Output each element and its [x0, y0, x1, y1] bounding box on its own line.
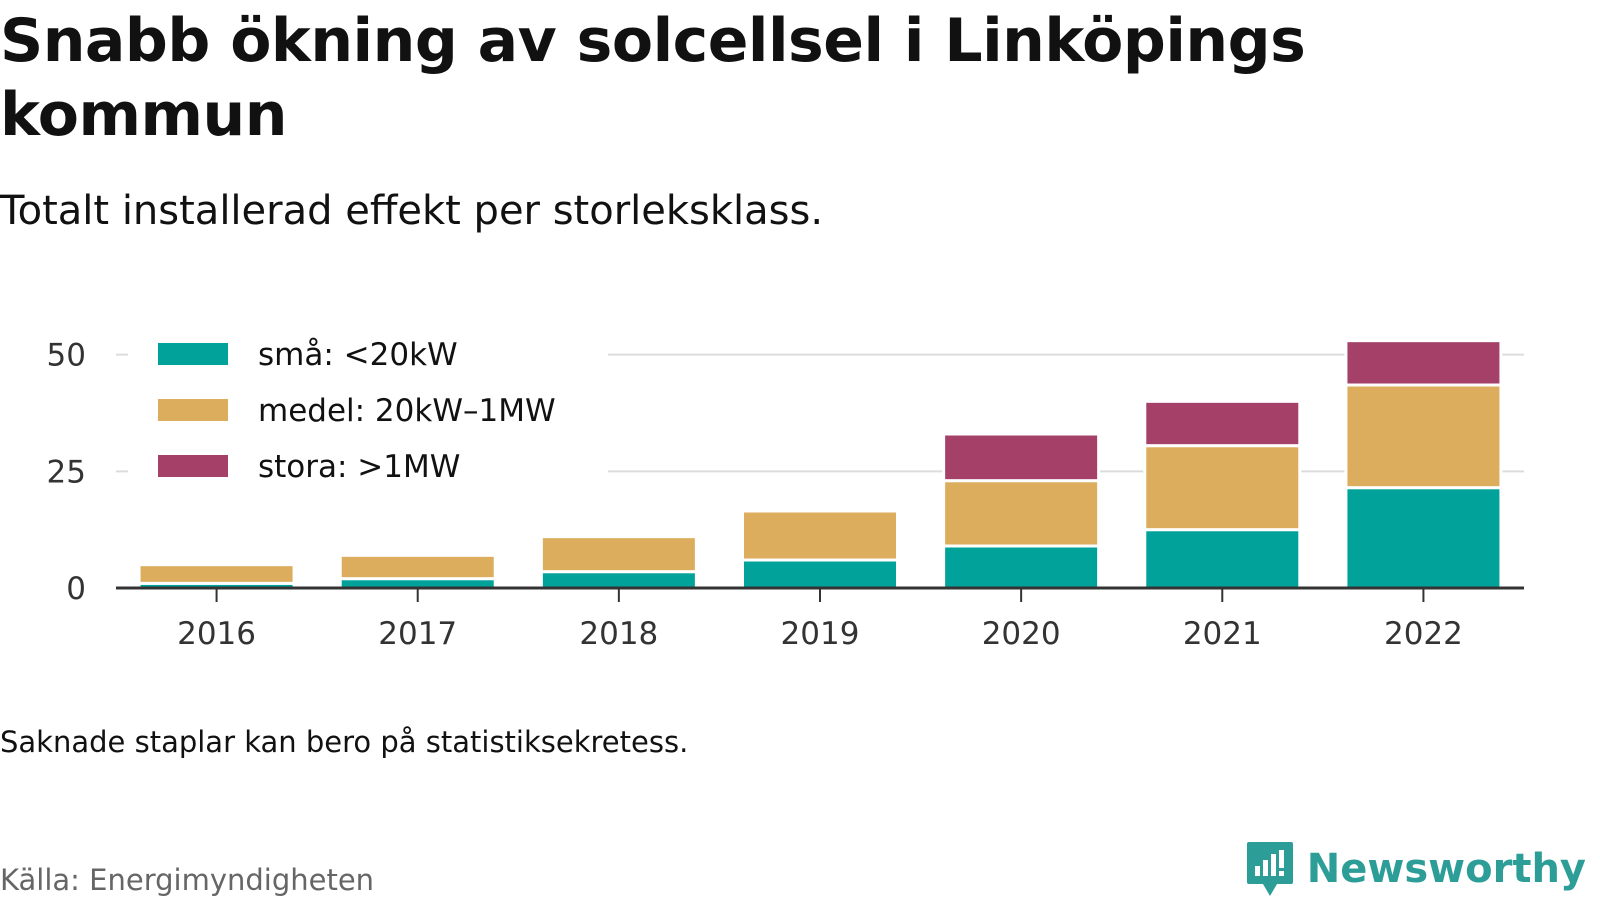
axes: 0 25 50 2016 2017 2018 2019 2020 2021 2022 [47, 338, 1524, 652]
bar-segment [1143, 444, 1302, 532]
chart-subtitle: Totalt installerad effekt per storlekskl… [0, 188, 824, 234]
x-tick-label: 2021 [1183, 616, 1262, 652]
stacked-bar-chart: små: <20kW medel: 20kW–1MW stora: >1MW 0 25… [47, 320, 1524, 652]
legend-label: små: <20kW [258, 337, 458, 373]
x-tick-label: 2022 [1384, 616, 1463, 652]
bar-segment [942, 479, 1101, 548]
bar-segment [942, 432, 1101, 483]
bar-segment [741, 558, 899, 590]
y-tick-label: 25 [47, 454, 86, 490]
bar-segment [338, 553, 497, 581]
bar-segment [539, 570, 698, 590]
legend-swatch [158, 455, 228, 477]
newsworthy-logo-icon [1246, 842, 1293, 896]
x-tick-label: 2020 [982, 616, 1061, 652]
brand-logo: Newsworthy [1245, 840, 1586, 898]
x-tick-label: 2017 [378, 616, 457, 652]
x-tick-label: 2019 [781, 616, 860, 652]
legend-label: medel: 20kW–1MW [258, 393, 556, 429]
brand-name: Newsworthy [1306, 846, 1586, 892]
legend-label: stora: >1MW [258, 449, 460, 485]
bar-segment [942, 544, 1101, 590]
x-tick-label: 2018 [579, 616, 658, 652]
legend: små: <20kW medel: 20kW–1MW stora: >1MW [128, 320, 608, 500]
bar-segment [1344, 339, 1503, 387]
bar-segment [539, 535, 698, 574]
source-text: Källa: Energimyndigheten [0, 863, 375, 897]
y-tick-label: 0 [66, 571, 86, 607]
bar-segment [137, 563, 296, 585]
bar-segment [741, 509, 899, 562]
bar-segment [1143, 399, 1302, 448]
legend-swatch [158, 343, 228, 365]
chart-title: Snabb ökning av solcellsel i Linköpings … [0, 6, 1306, 150]
chart-area: små: <20kW medel: 20kW–1MW stora: >1MW 0 25… [0, 290, 1600, 680]
legend-swatch [158, 399, 228, 421]
x-tick-label: 2016 [177, 616, 256, 652]
bar-segment [1143, 528, 1302, 590]
y-tick-label: 50 [47, 338, 86, 374]
bar-segment [1344, 383, 1503, 490]
footnote: Saknade staplar kan bero på statistiksek… [0, 725, 689, 759]
bar-segment [1344, 486, 1503, 590]
